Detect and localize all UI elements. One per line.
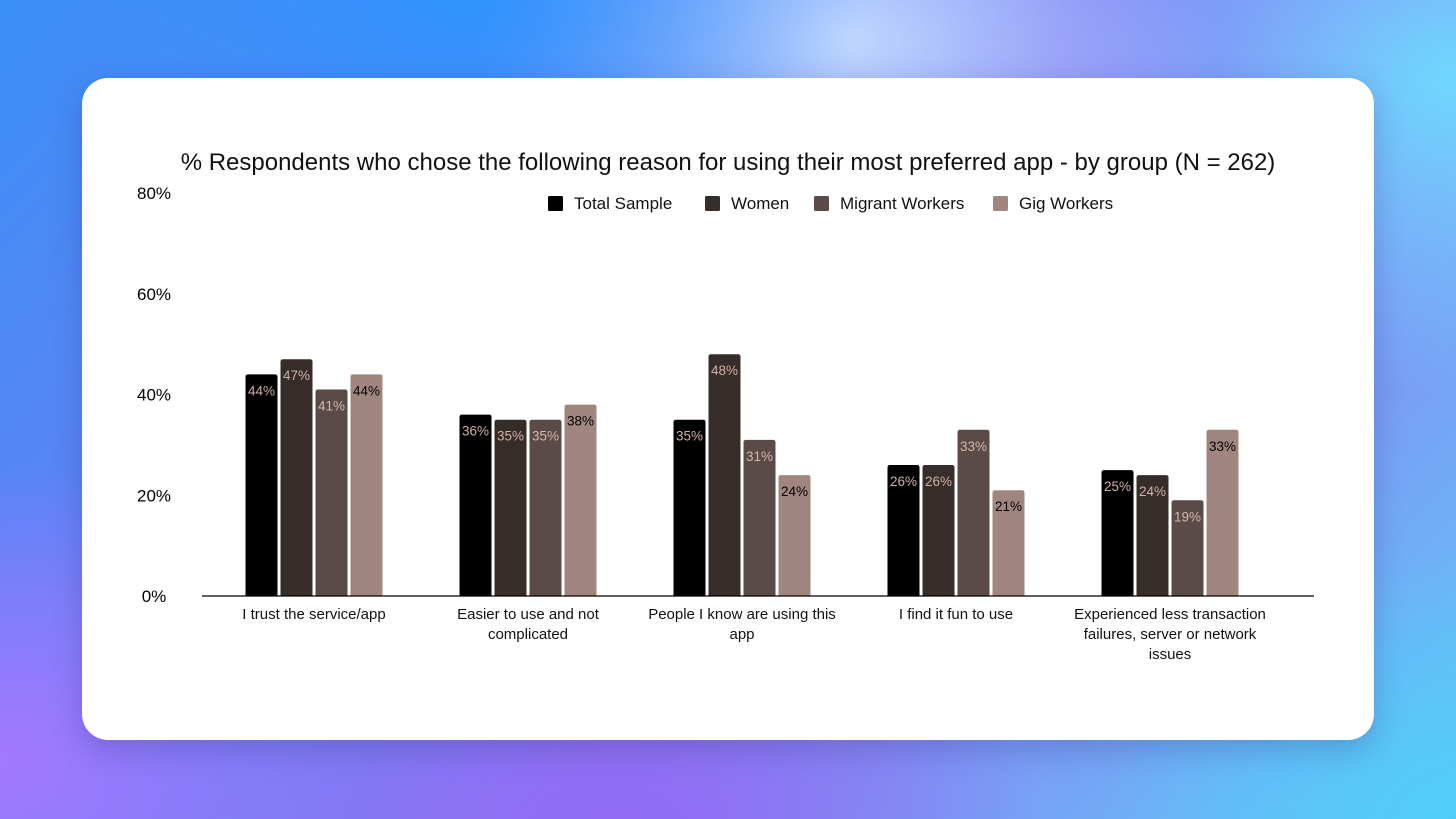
bar <box>564 404 597 596</box>
bar-value-label: 48% <box>711 363 738 378</box>
bar <box>1101 470 1134 596</box>
bar-value-label: 21% <box>995 499 1022 514</box>
bar-value-label: 25% <box>1104 479 1131 494</box>
category-label-line: complicated <box>488 626 568 643</box>
category-label-line: People I know are using this <box>648 606 836 623</box>
category-label-line: Experienced less transaction <box>1074 606 1266 623</box>
legend-item: Gig Workers <box>993 194 1113 213</box>
bar-value-label: 44% <box>248 383 275 398</box>
legend-item: Total Sample <box>548 194 672 213</box>
bar-value-label: 24% <box>1139 484 1166 499</box>
bar-value-label: 35% <box>676 429 703 444</box>
data-labels: 44% 36% 35% 26% 25% 47% 35% 48% 26% 24% 41% 35% 31% 3… <box>248 363 1236 524</box>
category-label-line: issues <box>1149 646 1192 663</box>
bar-value-label: 35% <box>497 429 524 444</box>
legend-swatch <box>548 196 563 211</box>
legend-swatch <box>814 196 829 211</box>
bar-value-label: 33% <box>1209 439 1236 454</box>
bar <box>315 389 348 596</box>
bar-value-label: 26% <box>925 474 952 489</box>
bar-series-group <box>245 354 1239 596</box>
bar-value-label: 47% <box>283 368 310 383</box>
y-tick-label: 60% <box>137 285 171 304</box>
legend-label: Total Sample <box>574 194 672 213</box>
bar-value-label: 33% <box>960 439 987 454</box>
bar <box>957 429 990 596</box>
bar <box>922 465 955 596</box>
legend-item: Women <box>705 194 789 213</box>
chart-card: % Respondents who chose the following re… <box>82 78 1374 740</box>
chart-title: % Respondents who chose the following re… <box>181 149 1276 176</box>
bar-value-label: 41% <box>318 398 345 413</box>
legend-label: Migrant Workers <box>840 194 964 213</box>
bar <box>708 354 741 596</box>
legend-swatch <box>705 196 720 211</box>
grouped-bar-chart: % Respondents who chose the following re… <box>137 149 1314 663</box>
bar-value-label: 35% <box>532 429 559 444</box>
category-label-line: I find it fun to use <box>899 606 1013 623</box>
y-tick-label: 40% <box>137 386 171 405</box>
chart-legend: Total Sample Women Migrant Workers Gig Work… <box>548 194 1113 213</box>
category-label: I trust the service/app <box>242 606 385 623</box>
bar <box>245 374 278 596</box>
legend-item: Migrant Workers <box>814 194 964 213</box>
bar-value-label: 24% <box>781 484 808 499</box>
bar-value-label: 19% <box>1174 509 1201 524</box>
bar <box>459 414 492 596</box>
category-label: Experienced less transaction failures, se… <box>1074 606 1266 663</box>
bar-value-label: 26% <box>890 474 917 489</box>
bar <box>743 439 776 596</box>
legend-swatch <box>993 196 1008 211</box>
category-label: Easier to use and not complicated <box>457 606 600 643</box>
y-axis: 0% 20% 40% 60% 80% <box>137 184 171 606</box>
bar <box>280 359 313 596</box>
bar <box>1206 429 1239 596</box>
bar-value-label: 44% <box>353 383 380 398</box>
bar <box>350 374 383 596</box>
bar <box>529 419 562 596</box>
bar <box>494 419 527 596</box>
y-tick-label: 0% <box>142 587 167 606</box>
category-label-line: I trust the service/app <box>242 606 385 623</box>
bar <box>1136 475 1169 596</box>
bar-value-label: 31% <box>746 449 773 464</box>
category-label-line: Easier to use and not <box>457 606 600 623</box>
bar <box>673 419 706 596</box>
legend-label: Women <box>731 194 789 213</box>
legend-label: Gig Workers <box>1019 194 1113 213</box>
bar <box>778 475 811 596</box>
y-tick-label: 80% <box>137 184 171 203</box>
category-label: People I know are using this app <box>648 606 836 643</box>
category-label-line: failures, server or network <box>1084 626 1257 643</box>
bar-value-label: 38% <box>567 414 594 429</box>
bar <box>1171 500 1204 596</box>
category-label-line: app <box>729 626 754 643</box>
bar <box>992 490 1025 596</box>
bar <box>887 465 920 596</box>
bar-value-label: 36% <box>462 424 489 439</box>
x-axis: I trust the service/app Easier to use and… <box>242 606 1266 663</box>
y-tick-label: 20% <box>137 486 171 505</box>
category-label: I find it fun to use <box>899 606 1013 623</box>
